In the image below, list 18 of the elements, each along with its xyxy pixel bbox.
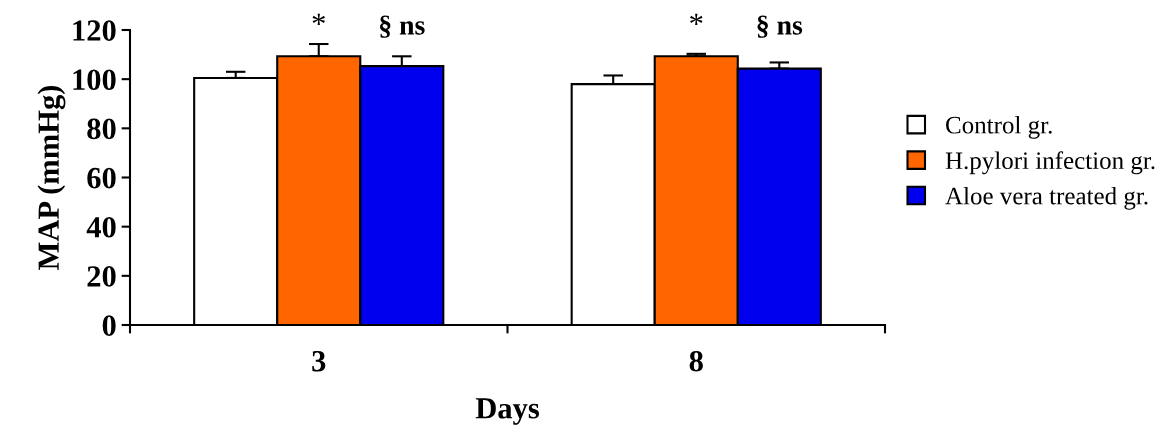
y-tick-label: 20 xyxy=(87,266,116,287)
y-tick-label: 60 xyxy=(87,167,116,189)
y-tick-label: 100 xyxy=(73,69,116,91)
legend-label: Control gr. xyxy=(946,116,1052,139)
y-tick-label: 120 xyxy=(73,20,116,41)
y-tick-label: 0 xyxy=(102,315,116,336)
y-tick-label: 40 xyxy=(86,216,116,238)
x-tick-label: 8 xyxy=(689,350,703,372)
y-axis-title: MAP (mmHg) xyxy=(37,85,66,270)
x-tick-label: 3 xyxy=(312,350,326,372)
legend-label: Aloe vera treated gr. xyxy=(945,186,1148,210)
text: * xyxy=(312,13,325,26)
legend-label: H.pylori infection gr. xyxy=(945,151,1155,175)
x-axis-title: Days xyxy=(475,398,540,425)
text: * xyxy=(690,13,703,26)
annotation: § ns xyxy=(757,15,803,38)
y-tick-label: 80 xyxy=(87,118,116,140)
annotation: § ns xyxy=(380,15,425,38)
